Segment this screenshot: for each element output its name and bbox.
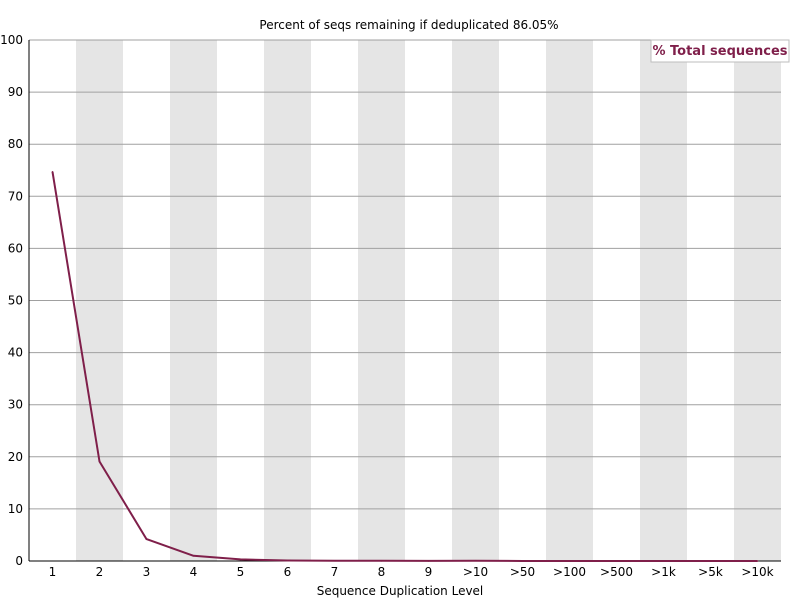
- x-tick-label: 9: [425, 565, 433, 579]
- x-tick-label: >10k: [741, 565, 773, 579]
- x-tick-label: >5k: [698, 565, 723, 579]
- x-tick-label: >1k: [651, 565, 676, 579]
- x-tick-label: 2: [96, 565, 104, 579]
- x-tick-label: 4: [190, 565, 198, 579]
- x-tick-label: >50: [510, 565, 535, 579]
- x-tick-label: >500: [600, 565, 633, 579]
- x-tick-label: 3: [143, 565, 151, 579]
- data-point: [286, 559, 289, 562]
- chart-title: Percent of seqs remaining if deduplicate…: [259, 18, 558, 32]
- data-point: [333, 559, 336, 562]
- x-axis-label: Sequence Duplication Level: [317, 584, 484, 598]
- data-point: [145, 538, 148, 540]
- data-point: [192, 554, 195, 557]
- x-tick-label: 1: [49, 565, 57, 579]
- x-tick-label: 5: [237, 565, 245, 579]
- x-tick-labels: 1 2 3 4 5 6 7 8 9 >10 >50 >100 >500 >1k >5k >10k: [49, 565, 774, 579]
- y-tick-label: 100: [0, 33, 23, 47]
- y-tick-label: 10: [8, 502, 23, 516]
- y-tick-label: 0: [15, 554, 23, 568]
- data-point: [568, 560, 571, 562]
- data-point: [427, 560, 430, 562]
- data-point: [51, 171, 54, 173]
- data-point: [239, 558, 242, 561]
- data-point: [709, 560, 712, 562]
- y-tick-label: 30: [8, 398, 23, 412]
- y-tick-label: 90: [8, 85, 23, 99]
- data-point: [521, 560, 524, 562]
- series-line-total-sequences: [51, 171, 758, 562]
- legend-box: [650, 39, 790, 63]
- data-point: [474, 559, 477, 562]
- series-lines: [51, 171, 759, 562]
- data-point: [615, 560, 618, 562]
- grid-lines: [29, 39, 781, 510]
- data-point: [98, 460, 101, 463]
- y-tick-label: 50: [8, 294, 23, 308]
- x-tick-label: 7: [331, 565, 339, 579]
- x-tick-label: >100: [553, 565, 586, 579]
- data-point: [662, 560, 665, 562]
- x-tick-label: 8: [378, 565, 386, 579]
- data-point: [380, 560, 383, 562]
- y-tick-label: 40: [8, 346, 23, 360]
- x-tick-label: >10: [463, 565, 488, 579]
- x-tick-label: 6: [284, 565, 292, 579]
- y-tick-labels: 0 10 20 30 40 50 60 70 80 90 100: [0, 33, 23, 568]
- y-tick-label: 60: [8, 241, 23, 255]
- y-tick-label: 70: [8, 189, 23, 203]
- legend-entry-total-sequences: % Total sequences: [652, 44, 787, 59]
- data-point: [756, 560, 759, 562]
- legend: % Total sequences: [650, 39, 790, 63]
- y-tick-label: 20: [8, 450, 23, 464]
- y-tick-label: 80: [8, 137, 23, 151]
